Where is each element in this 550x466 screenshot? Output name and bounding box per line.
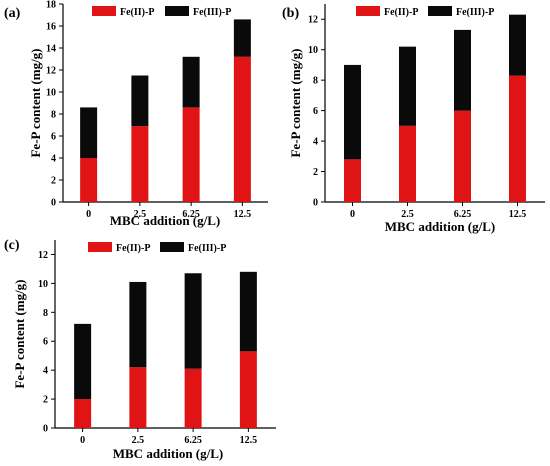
y-tick-label: 18 [46, 0, 56, 11]
y-axis-title: Fe-P content (mg/g) [28, 48, 43, 157]
y-tick-label: 4 [313, 137, 318, 148]
bar-fe2-p [454, 110, 471, 202]
bar-fe3-p [233, 19, 251, 57]
bar-fe3-p [454, 29, 471, 111]
bar-fe3-p [131, 75, 149, 127]
y-tick-label: 6 [313, 106, 318, 117]
x-tick-label: 6.25 [184, 435, 202, 446]
bar-fe3-p [182, 56, 200, 108]
bar-fe3-p [399, 46, 416, 126]
legend-swatch [428, 6, 452, 16]
legend-swatch [356, 6, 380, 16]
y-tick-label: 12 [46, 66, 56, 77]
bar-fe2-p [80, 158, 98, 202]
bar-fe3-p [509, 14, 526, 76]
x-tick-label: 12.5 [234, 209, 252, 220]
legend-swatch [160, 242, 184, 252]
y-tick-label: 8 [43, 308, 48, 319]
bar-fe3-p [129, 281, 147, 368]
x-axis-title: MBC addition (g/L) [113, 446, 224, 461]
y-tick-label: 10 [38, 279, 48, 290]
legend-swatch [165, 6, 189, 16]
legend-label: Fe(II)-P [384, 7, 418, 18]
x-tick-label: 2.5 [401, 209, 414, 220]
bar-fe2-p [344, 159, 361, 202]
y-tick-label: 14 [46, 44, 56, 55]
bar-fe2-p [509, 75, 526, 202]
x-tick-label: 2.5 [132, 435, 145, 446]
y-tick-label: 0 [43, 424, 48, 435]
bar-fe2-p [399, 125, 416, 202]
chart-panel-1: 0 2 4 6 8 10 12 14 16 18 0 2.5 6.25 12.5 (a) Fe(II)-P Fe… [4, 0, 268, 228]
bar-fe2-p [182, 107, 200, 202]
x-tick-label: 0 [86, 209, 91, 220]
y-axis-title: Fe-P content (mg/g) [12, 279, 27, 388]
bar-fe2-p [131, 126, 149, 202]
panel-label: (c) [4, 238, 20, 253]
legend-swatch [88, 242, 112, 252]
legend-label: Fe(III)-P [193, 7, 231, 18]
y-tick-label: 6 [51, 132, 56, 143]
bar-fe2-p [74, 399, 92, 428]
y-tick-label: 2 [313, 167, 318, 178]
y-tick-label: 10 [46, 88, 56, 99]
bar-fe3-p [80, 107, 98, 158]
x-axis-title: MBC addition (g/L) [385, 219, 496, 234]
y-tick-label: 0 [51, 198, 56, 209]
bar-fe2-p [129, 367, 147, 428]
y-tick-label: 10 [308, 45, 318, 56]
y-tick-label: 2 [51, 176, 56, 187]
x-axis-title: MBC addition (g/L) [110, 213, 221, 228]
bar-fe2-p [239, 351, 257, 428]
x-tick-label: 0 [80, 435, 85, 446]
x-tick-label: 0 [350, 209, 355, 220]
y-tick-label: 8 [313, 76, 318, 87]
y-axis-title: Fe-P content (mg/g) [288, 48, 303, 157]
y-tick-label: 6 [43, 337, 48, 348]
bar-fe2-p [184, 368, 202, 428]
bar-fe3-p [74, 323, 92, 400]
bar-fe3-p [344, 64, 361, 160]
bar-fe2-p [233, 56, 251, 202]
legend-label: Fe(II)-P [120, 7, 154, 18]
chart-panel-2: 0 2 4 6 8 10 12 0 2.5 6.25 12.5 (b) Fe(II)-P Fe(III)-… [282, 4, 545, 234]
y-tick-label: 4 [43, 366, 48, 377]
y-tick-label: 4 [51, 154, 56, 165]
chart-panel-3: 0 2 4 6 8 10 12 0 2.5 6.25 12.5 (c) Fe(II)-P Fe(III)-… [4, 238, 276, 461]
panel-label: (a) [4, 6, 21, 21]
panel-label: (b) [282, 6, 299, 21]
x-tick-label: 12.5 [240, 435, 258, 446]
y-tick-label: 2 [43, 395, 48, 406]
y-tick-label: 8 [51, 110, 56, 121]
legend-label: Fe(III)-P [456, 7, 494, 18]
y-tick-label: 12 [38, 250, 48, 261]
legend-swatch [92, 6, 116, 16]
x-tick-label: 6.25 [454, 209, 472, 220]
y-tick-label: 12 [308, 15, 318, 26]
x-tick-label: 6.25 [182, 209, 200, 220]
y-tick-label: 16 [46, 22, 56, 33]
y-tick-label: 0 [313, 198, 318, 209]
bar-fe3-p [184, 273, 202, 369]
x-tick-label: 2.5 [134, 209, 147, 220]
legend-label: Fe(III)-P [188, 243, 226, 254]
bar-fe3-p [239, 271, 257, 352]
x-tick-label: 12.5 [509, 209, 527, 220]
legend-label: Fe(II)-P [116, 243, 150, 254]
